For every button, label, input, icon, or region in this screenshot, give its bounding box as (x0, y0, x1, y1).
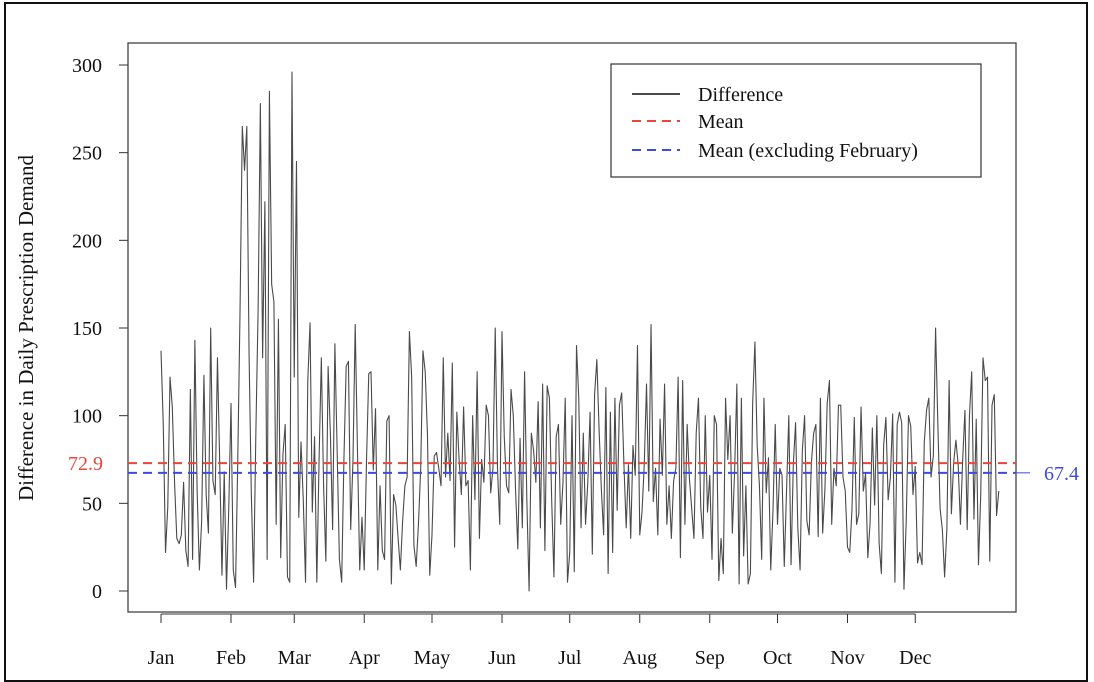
x-axis: Jan Feb Mar Apr May Jun Jul Aug Sep Oct Nov Dec (148, 613, 931, 669)
legend-box (610, 63, 982, 178)
x-tick-label: Oct (763, 647, 792, 669)
legend-item-mean: Mean (632, 111, 744, 133)
x-tick-label: Feb (216, 647, 246, 669)
mean-value-label: 72.9 (68, 453, 103, 475)
y-tick-label: 300 (72, 55, 102, 77)
x-tick-label: Sep (695, 647, 725, 669)
x-tick-label: Jul (558, 647, 582, 669)
x-tick-label: Apr (349, 647, 380, 669)
y-axis-label: Difference in Daily Prescription Demand (14, 155, 38, 501)
x-tick-label: Aug (623, 647, 657, 669)
legend-label: Mean (698, 111, 744, 133)
legend-label: Mean (excluding February) (698, 140, 918, 162)
legend: Difference Mean Mean (excluding February) (610, 63, 982, 178)
legend-label: Difference (698, 84, 783, 106)
y-axis: 0 50 100 150 200 250 300 (72, 55, 129, 603)
y-tick-label: 200 (72, 230, 102, 252)
mean-lines: 72.9 67.4 (68, 453, 1079, 485)
mean-excl-feb-value-label: 67.4 (1044, 463, 1079, 485)
x-tick-label: Jun (488, 647, 516, 669)
x-tick-label: Nov (830, 647, 864, 669)
y-tick-label: 50 (82, 493, 102, 515)
legend-item-difference: Difference (632, 84, 783, 106)
x-tick-label: Mar (278, 647, 312, 669)
legend-item-mean-excl-feb: Mean (excluding February) (632, 140, 918, 162)
x-tick-label: May (414, 647, 451, 669)
y-tick-label: 250 (72, 143, 102, 165)
x-tick-label: Jan (148, 647, 175, 669)
x-tick-label: Dec (899, 647, 931, 669)
y-tick-label: 100 (72, 406, 102, 428)
y-tick-label: 0 (92, 581, 102, 603)
y-tick-label: 150 (72, 318, 102, 340)
